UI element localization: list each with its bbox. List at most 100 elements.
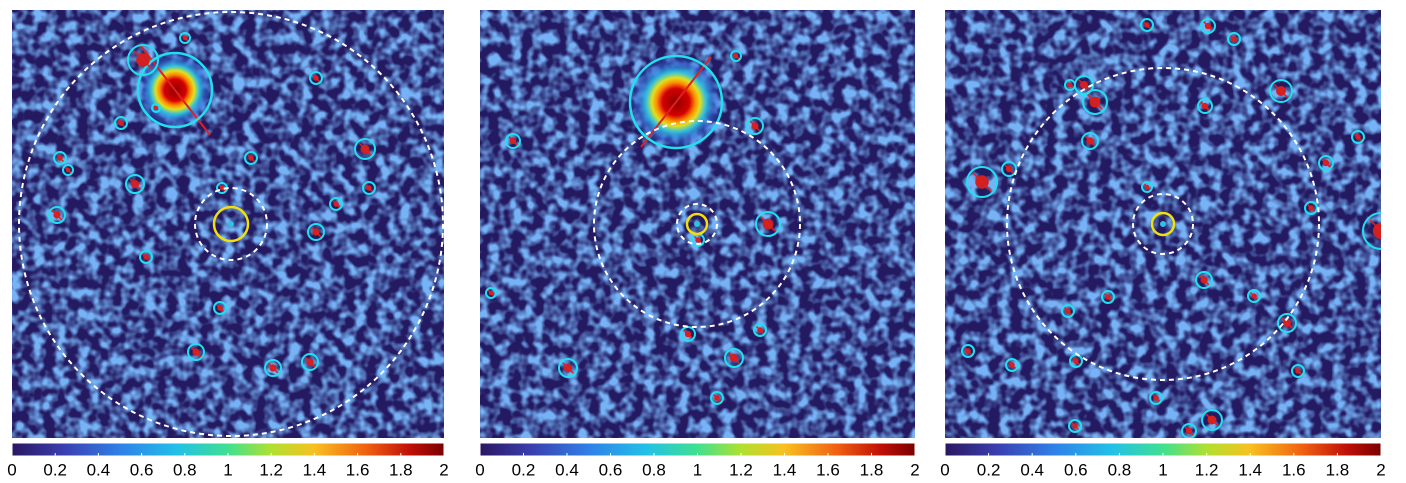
source-axis — [64, 166, 72, 174]
source-axis — [1063, 306, 1073, 316]
source-region — [329, 197, 343, 211]
colorbar-tick-label: 0.2 — [43, 460, 67, 479]
source-axis — [1084, 135, 1096, 147]
source-axis — [116, 118, 126, 128]
source-axis — [246, 153, 256, 163]
source-axis — [1087, 94, 1103, 110]
image — [945, 10, 1381, 438]
image-panel: 0 0.2 0.4 0.6 0.8 1 1.2 1.4 1.6 1.8 2 — [7, 10, 449, 479]
source-axis — [1142, 20, 1152, 30]
image — [12, 10, 444, 438]
source-axis — [1353, 132, 1363, 142]
colorbar-tick-label: 0.4 — [555, 460, 579, 479]
source-glow — [1372, 222, 1381, 240]
source-region — [213, 301, 227, 315]
colorbar-tick-label: 0 — [475, 460, 484, 479]
source-axis — [129, 178, 141, 190]
source-region — [1001, 161, 1017, 177]
source-region — [136, 51, 214, 129]
source-region — [127, 44, 159, 76]
source-region — [114, 116, 128, 130]
source-region — [505, 133, 521, 149]
source-axis — [562, 362, 574, 374]
source-axis — [972, 172, 992, 192]
colorbar-tick-label: 1 — [223, 460, 232, 479]
colorbar-tick-label: 0.4 — [87, 460, 111, 479]
source-axis — [1151, 393, 1161, 403]
target-core — [1160, 221, 1166, 227]
source-region — [628, 54, 724, 150]
source-region — [485, 287, 497, 299]
source-region — [724, 348, 744, 368]
source-axis — [311, 73, 321, 83]
source-axis — [712, 393, 722, 403]
target-core — [694, 221, 700, 227]
inner-annulus — [676, 203, 718, 245]
source-axis — [1078, 79, 1090, 91]
colorbar-tick-label: 2 — [439, 460, 448, 479]
source-region — [1101, 290, 1115, 304]
source-axis — [1249, 291, 1259, 301]
colorbar-tick-label: 0.8 — [642, 460, 666, 479]
source-axis — [1004, 164, 1014, 174]
source-axis — [331, 199, 341, 209]
colorbar-tick-label: 1.8 — [1326, 460, 1350, 479]
source-region — [1269, 79, 1293, 103]
colorbar-tick-label: 1.2 — [729, 460, 753, 479]
source-axis — [1306, 203, 1316, 213]
source-region — [1318, 155, 1334, 171]
colorbar-tick-label: 0.6 — [1064, 460, 1088, 479]
source-region — [187, 343, 205, 361]
source-region — [1247, 289, 1261, 303]
source-region — [755, 211, 781, 237]
source-axis — [1184, 426, 1194, 436]
inner-annulus — [194, 187, 268, 261]
colorbar-tick-label: 1.8 — [389, 460, 413, 479]
source-axis — [963, 346, 973, 356]
colorbar-tick-label: 1.2 — [259, 460, 283, 479]
source-axis — [1070, 421, 1080, 431]
colorbar-tick-label: 1.6 — [816, 460, 840, 479]
source-axis — [728, 352, 740, 364]
colorbar-tick-label: 1.4 — [773, 460, 797, 479]
source-region — [1362, 212, 1381, 250]
source-region — [966, 166, 998, 198]
target-region — [685, 212, 709, 236]
source-axis — [1007, 360, 1017, 370]
source-region — [1140, 18, 1154, 32]
source-region — [1291, 364, 1305, 378]
colorbar-tick-label: 2 — [910, 460, 919, 479]
source-region — [1061, 304, 1075, 318]
source-region — [1304, 201, 1318, 215]
source-axis — [1143, 183, 1151, 191]
source-axis — [215, 303, 225, 313]
source-axis — [760, 216, 776, 232]
colorbar-tick-label: 0.6 — [599, 460, 623, 479]
source-axis — [1205, 413, 1219, 427]
source-axis — [267, 362, 279, 374]
source-region — [309, 71, 323, 85]
colorbar-tick-label: 2 — [1376, 460, 1385, 479]
source-region — [558, 358, 578, 378]
source-region — [53, 151, 67, 165]
image-panel: 0 0.2 0.4 0.6 0.8 1 1.2 1.4 1.6 1.8 2 — [940, 10, 1386, 479]
source-axis — [358, 142, 372, 156]
colorbar-tick-label: 1.6 — [1282, 460, 1306, 479]
source-axis — [1071, 356, 1081, 366]
source-region — [961, 344, 975, 358]
source-region — [151, 103, 161, 113]
colorbar-tick-label: 1 — [1158, 460, 1167, 479]
source-axis — [1293, 366, 1303, 376]
colorbar-tick-label: 1.8 — [860, 460, 884, 479]
source-region — [753, 323, 767, 337]
colorbar-tick-label: 1.2 — [1195, 460, 1219, 479]
source-axis — [749, 120, 761, 132]
image-panel: 0 0.2 0.4 0.6 0.8 1 1.2 1.4 1.6 1.8 2 — [475, 10, 920, 479]
source-region — [1201, 409, 1223, 431]
source-region — [1200, 18, 1216, 34]
source-region — [1149, 391, 1163, 405]
source-region — [62, 164, 74, 176]
colorbar-tick-label: 0.2 — [977, 460, 1001, 479]
colorbar-tick-label: 0.8 — [1108, 460, 1132, 479]
